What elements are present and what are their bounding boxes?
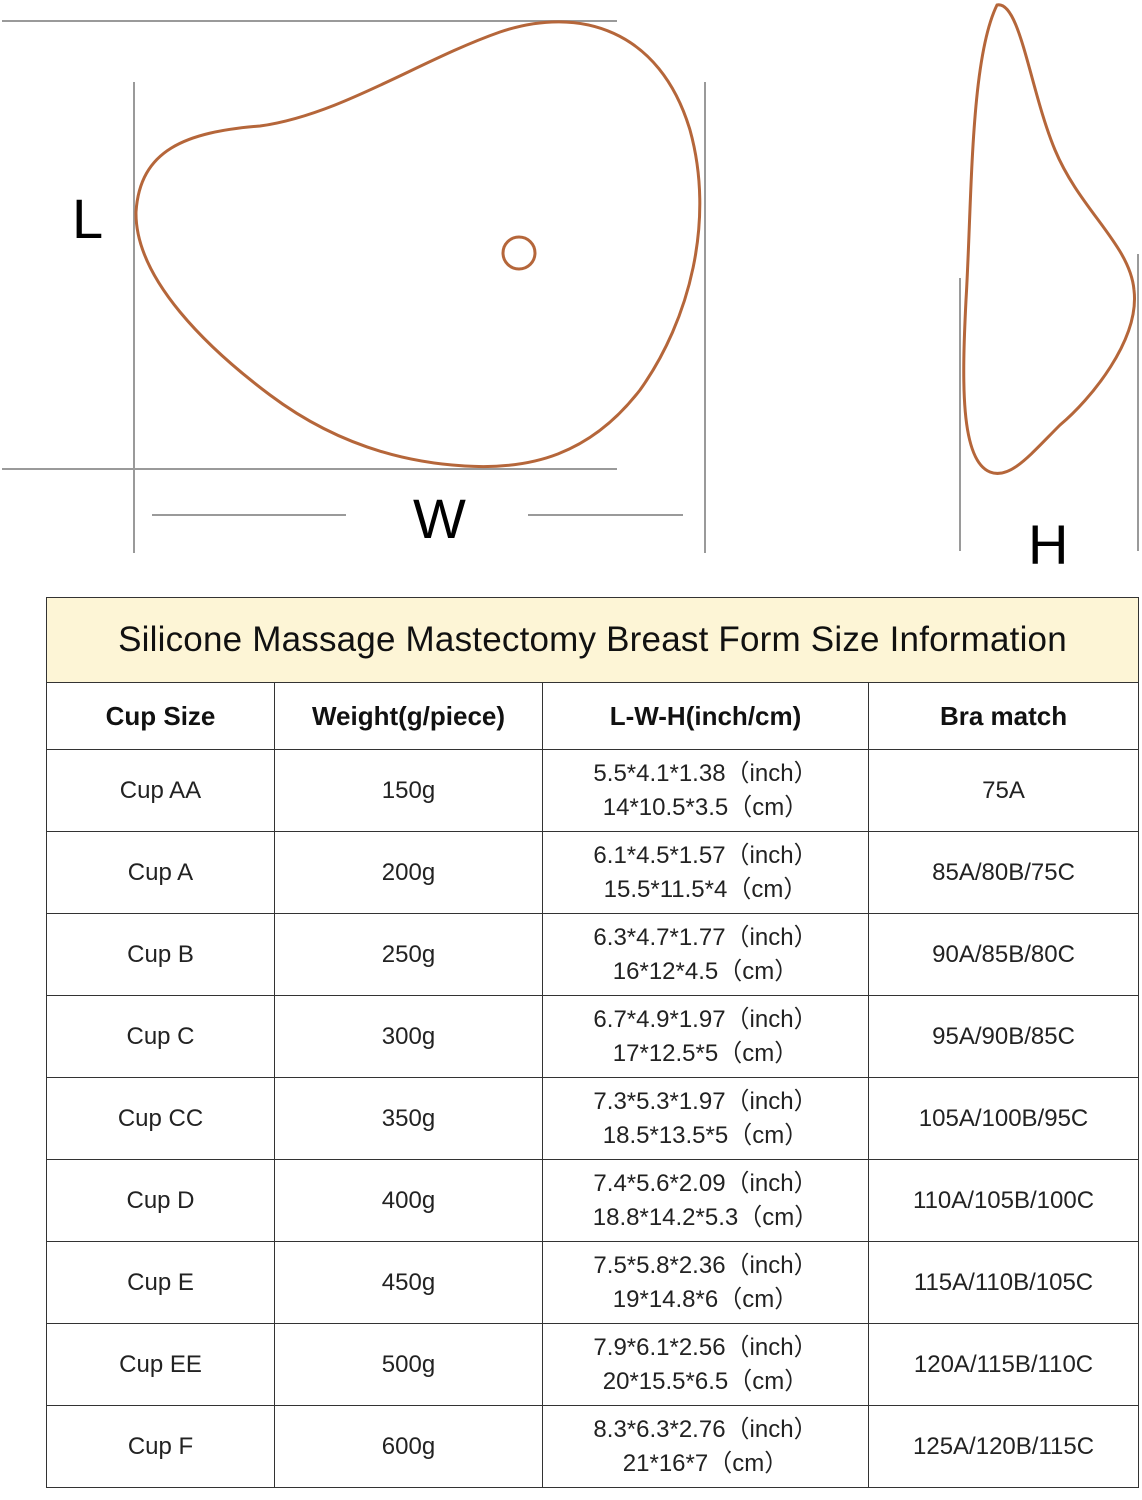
dimensions-cell: 7.3*5.3*1.97（inch） 18.5*13.5*5（cm） [542,1077,869,1160]
dimensions-inch: 6.3*4.7*1.77（inch） [593,923,818,951]
table-title-row: Silicone Massage Mastectomy Breast Form … [45,597,1140,683]
bra-match-cell: 85A/80B/75C [867,831,1140,914]
weight-cell: 350g [274,1077,543,1160]
bra-match-cell: 105A/100B/95C [867,1077,1140,1160]
dimensions-cm: 17*12.5*5（cm） [612,1039,799,1067]
nipple-mark [501,235,537,271]
dimensions-cm: 18.5*13.5*5（cm） [602,1121,809,1149]
weight-cell: 500g [274,1323,543,1406]
dimensions-cell: 6.7*4.9*1.97（inch） 17*12.5*5（cm） [542,995,869,1078]
dimensions-cm: 19*14.8*6（cm） [612,1285,799,1313]
dimensions-cm: 18.8*14.2*5.3（cm） [592,1203,819,1231]
cup-size-cell: Cup D [46,1159,275,1242]
dimensions-cell: 6.1*4.5*1.57（inch） 15.5*11.5*4（cm） [542,831,869,914]
dimensions-cm: 20*15.5*6.5（cm） [602,1367,809,1395]
dimensions-inch: 6.7*4.9*1.97（inch） [593,1005,818,1033]
bra-match-cell: 110A/105B/100C [867,1159,1140,1242]
weight-cell: 200g [274,831,543,914]
cup-size-cell: Cup B [46,913,275,996]
dimensions-cell: 7.9*6.1*2.56（inch） 20*15.5*6.5（cm） [542,1323,869,1406]
table-row: Cup C 300g 6.7*4.9*1.97（inch） 17*12.5*5（c… [46,995,1140,1078]
cup-size-cell: Cup CC [46,1077,275,1160]
bra-match-cell: 125A/120B/115C [867,1405,1140,1488]
dimensions-cm: 16*12*4.5（cm） [612,957,799,985]
bra-match-cell: 90A/85B/80C [867,913,1140,996]
bra-match-cell: 120A/115B/110C [867,1323,1140,1406]
table-row: Cup A 200g 6.1*4.5*1.57（inch） 15.5*11.5*4… [46,831,1140,914]
dimensions-inch: 8.3*6.3*2.76（inch） [593,1415,818,1443]
dimensions-cell: 5.5*4.1*1.38（inch） 14*10.5*3.5（cm） [542,749,869,832]
weight-cell: 400g [274,1159,543,1242]
weight-cell: 150g [274,749,543,832]
cup-size-cell: Cup AA [46,749,275,832]
dimensions-cm: 15.5*11.5*4（cm） [603,875,808,903]
table-row: Cup E 450g 7.5*5.8*2.36（inch） 19*14.8*6（c… [46,1241,1140,1324]
bra-match-cell: 95A/90B/85C [867,995,1140,1078]
weight-cell: 300g [274,995,543,1078]
table-row: Cup B 250g 6.3*4.7*1.77（inch） 16*12*4.5（c… [46,913,1140,996]
cup-size-cell: Cup F [46,1405,275,1488]
header-cup-size: Cup Size [46,682,275,750]
bra-match-cell: 115A/110B/105C [867,1241,1140,1324]
table-row: Cup D 400g 7.4*5.6*2.09（inch） 18.8*14.2*5… [46,1159,1140,1242]
dimensions-cell: 7.5*5.8*2.36（inch） 19*14.8*6（cm） [542,1241,869,1324]
size-table: Silicone Massage Mastectomy Breast Form … [45,597,1140,1488]
table-title: Silicone Massage Mastectomy Breast Form … [45,597,1140,683]
weight-cell: 250g [274,913,543,996]
header-dimensions: L-W-H(inch/cm) [542,682,869,750]
table-row: Cup EE 500g 7.9*6.1*2.56（inch） 20*15.5*6.… [46,1323,1140,1406]
dimensions-cell: 8.3*6.3*2.76（inch） 21*16*7（cm） [542,1405,869,1488]
dimensions-inch: 7.9*6.1*2.56（inch） [593,1333,818,1361]
dimensions-inch: 5.5*4.1*1.38（inch） [593,759,818,787]
table-header-row: Cup Size Weight(g/piece) L-W-H(inch/cm) … [46,682,1140,750]
bra-match-cell: 75A [867,749,1140,832]
breast-form-front-outline [134,20,702,469]
guide-lines [2,20,1139,553]
table-row: Cup AA 150g 5.5*4.1*1.38（inch） 14*10.5*3.… [46,749,1140,832]
dimensions-cm: 21*16*7（cm） [622,1449,789,1477]
dimensions-inch: 6.1*4.5*1.57（inch） [593,841,818,869]
cup-size-cell: Cup EE [46,1323,275,1406]
table-row: Cup CC 350g 7.3*5.3*1.97（inch） 18.5*13.5*… [46,1077,1140,1160]
height-label: H [1028,513,1068,576]
table-row: Cup F 600g 8.3*6.3*2.76（inch） 21*16*7（cm）… [46,1405,1140,1488]
breast-form-side-outline [962,3,1136,475]
cup-size-cell: Cup E [46,1241,275,1324]
dimensions-cell: 6.3*4.7*1.77（inch） 16*12*4.5（cm） [542,913,869,996]
dimensions-cm: 14*10.5*3.5（cm） [602,793,809,821]
weight-cell: 450g [274,1241,543,1324]
dimensions-inch: 7.4*5.6*2.09（inch） [593,1169,818,1197]
cup-size-cell: Cup C [46,995,275,1078]
dimension-diagram: L W H [2,3,1139,576]
header-weight: Weight(g/piece) [274,682,543,750]
width-label: W [413,487,466,550]
weight-cell: 600g [274,1405,543,1488]
cup-size-cell: Cup A [46,831,275,914]
header-bra-match: Bra match [867,682,1140,750]
dimensions-inch: 7.5*5.8*2.36（inch） [593,1251,818,1279]
dimensions-inch: 7.3*5.3*1.97（inch） [593,1087,818,1115]
length-label: L [72,187,103,250]
dimensions-cell: 7.4*5.6*2.09（inch） 18.8*14.2*5.3（cm） [542,1159,869,1242]
